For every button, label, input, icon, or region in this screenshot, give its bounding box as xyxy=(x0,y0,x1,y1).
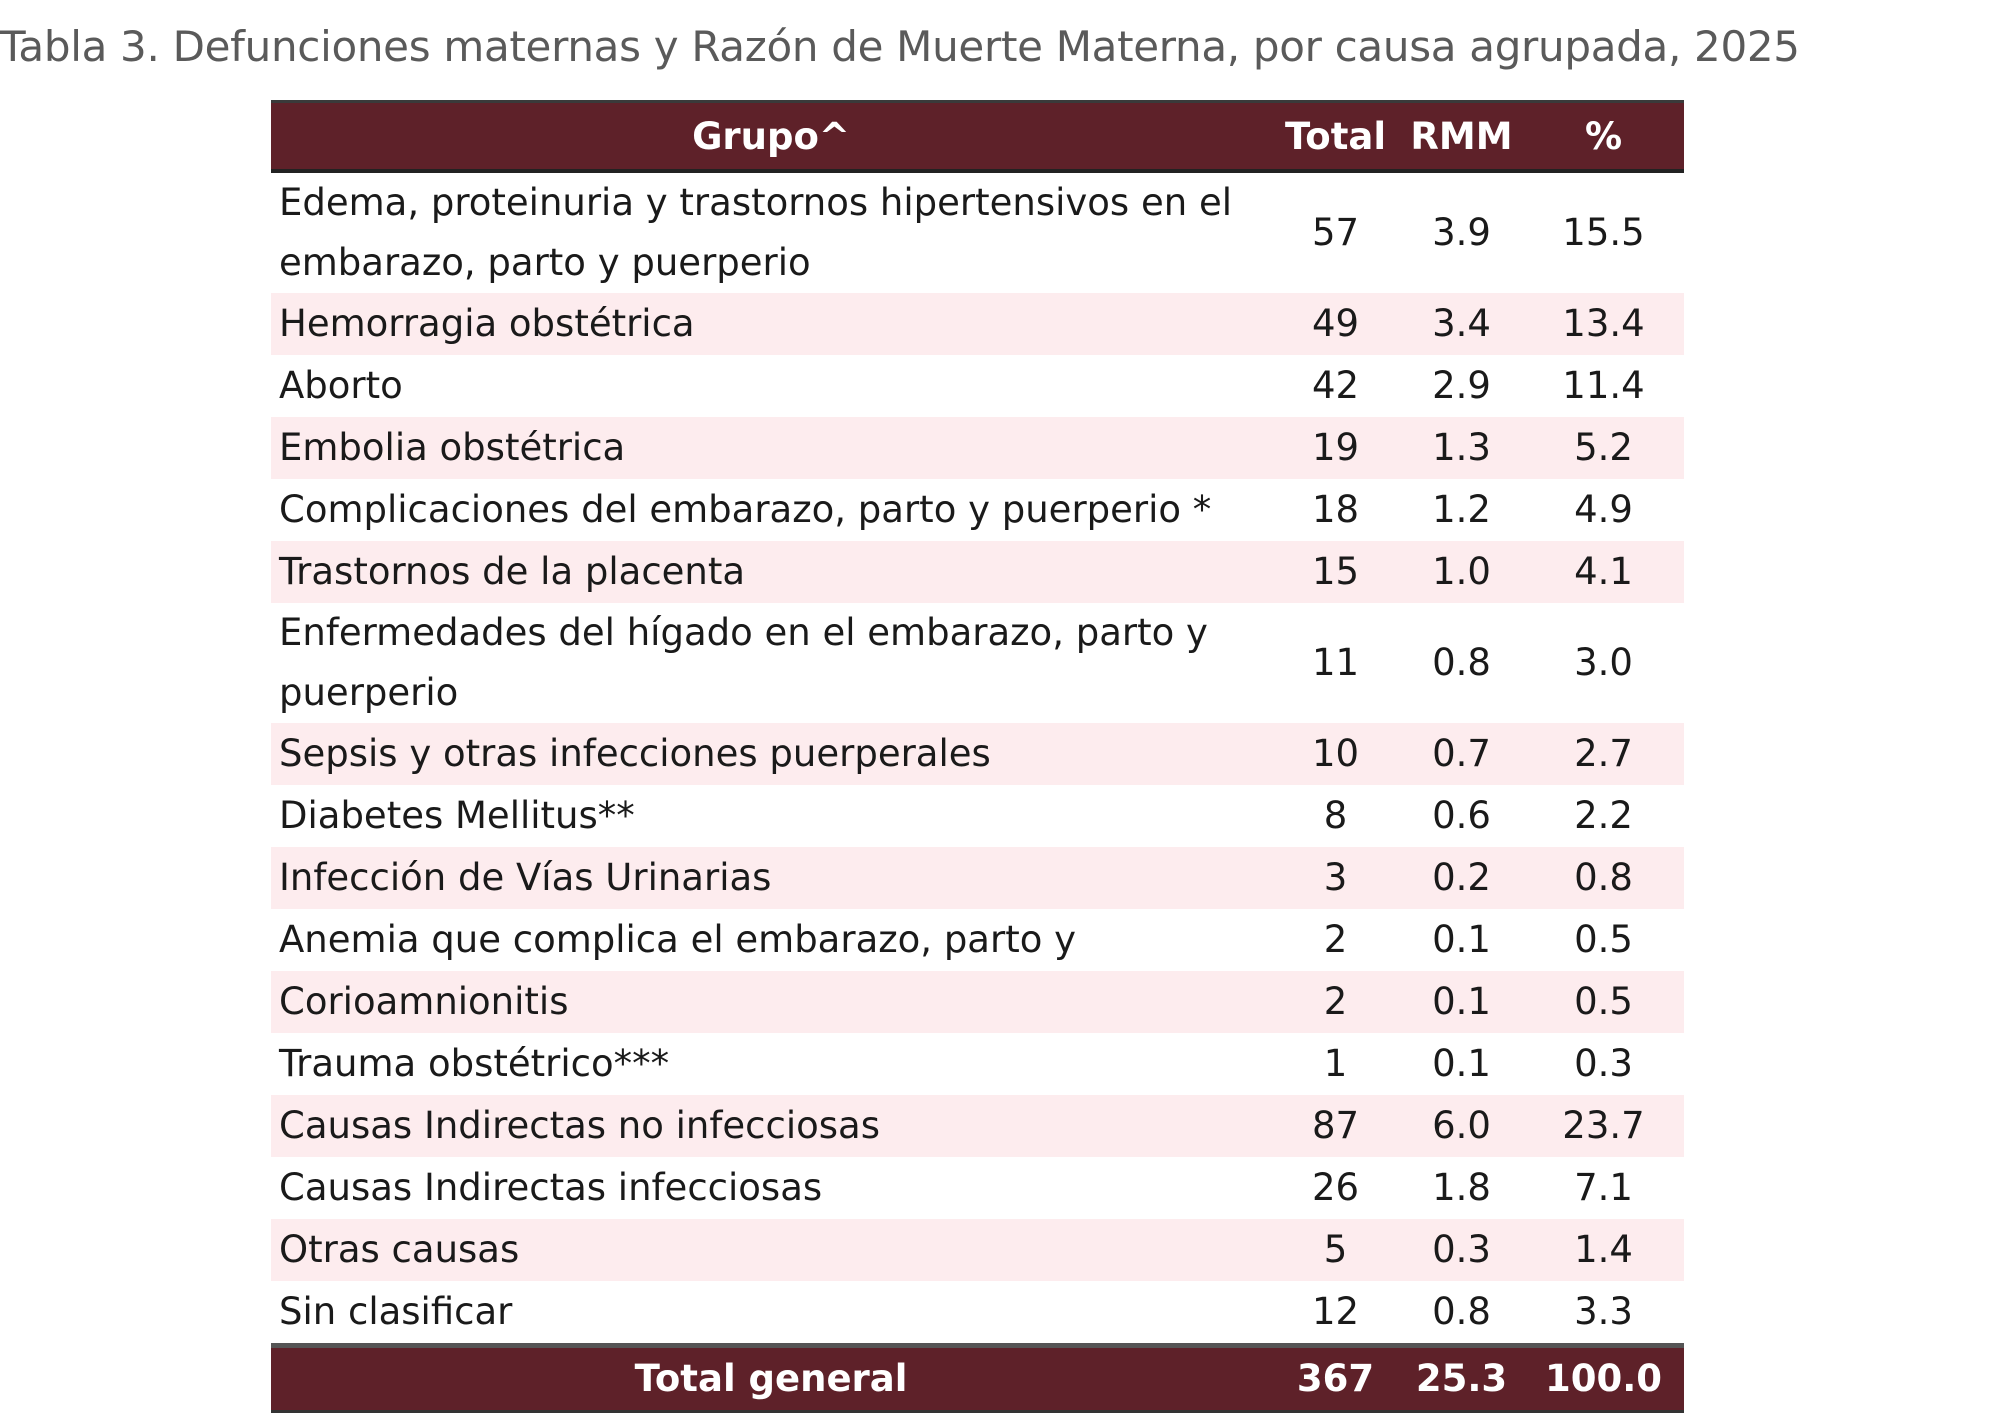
number-cell: 0.3 xyxy=(1400,1219,1523,1281)
number-cell: 4.1 xyxy=(1523,541,1684,603)
table-row: Causas Indirectas no infecciosas 87 6.0 23.… xyxy=(271,1095,1684,1157)
cause-cell: Anemia que complica el embarazo, parto y xyxy=(279,918,1076,961)
number-cell: 49 xyxy=(1271,293,1400,355)
number-cell: 2 xyxy=(1323,918,1348,961)
cause-cell: Hemorragia obstétrica xyxy=(271,293,1271,355)
number-cell: 23.7 xyxy=(1523,1095,1684,1157)
total-label: Total general xyxy=(271,1343,1271,1413)
number-cell: 19 xyxy=(1271,417,1400,479)
number-cell: 0.1 xyxy=(1432,1042,1491,1085)
number-cell: 4.9 xyxy=(1574,488,1633,531)
cause-cell: Infección de Vías Urinarias xyxy=(271,847,1271,909)
cause-cell: Diabetes Mellitus** xyxy=(279,794,635,837)
column-header: RMM xyxy=(1400,100,1523,173)
column-header: Grupo^ xyxy=(271,100,1271,173)
cause-cell: Causas Indirectas infecciosas xyxy=(279,1166,823,1209)
table-row: Corioamnionitis 2 0.1 0.5 xyxy=(271,971,1684,1033)
cause-cell: Sepsis y otras infecciones puerperales xyxy=(271,723,1271,785)
number-cell: 0.8 xyxy=(1432,641,1491,684)
number-cell: 0.8 xyxy=(1523,847,1684,909)
number-cell: 0.1 xyxy=(1432,918,1491,961)
number-cell: 0.3 xyxy=(1574,1042,1633,1085)
number-cell: 18 xyxy=(1311,488,1360,531)
number-cell: 6.0 xyxy=(1400,1095,1523,1157)
cause-cell: Complicaciones del embarazo, parto y pue… xyxy=(279,488,1212,531)
cause-cell: Trauma obstétrico*** xyxy=(279,1042,670,1085)
cause-cell: Embolia obstétrica xyxy=(271,417,1271,479)
number-cell: 15 xyxy=(1271,541,1400,603)
number-cell: 2.7 xyxy=(1523,723,1684,785)
table-row: Anemia que complica el embarazo, parto y… xyxy=(271,909,1684,971)
cause-cell: Aborto xyxy=(279,364,403,407)
number-cell: 1.8 xyxy=(1432,1166,1491,1209)
table-row: Diabetes Mellitus** 8 0.6 2.2 xyxy=(271,785,1684,847)
cause-cell: Otras causas xyxy=(271,1219,1271,1281)
table-title: Tabla 3. Defunciones maternas y Razón de… xyxy=(0,22,1800,71)
header-row: Grupo^ Total RMM% xyxy=(271,100,1684,173)
cause-cell: Enfermedades del hígado en el embarazo, … xyxy=(279,611,1208,714)
page: {"title": "Tabla 3. Defunciones maternas… xyxy=(0,22,1801,1413)
number-cell: 1.0 xyxy=(1400,541,1523,603)
table-row: Causas Indirectas infecciosas 26 1.8 7.1 xyxy=(271,1157,1684,1219)
total-number: 25.3 xyxy=(1400,1343,1523,1413)
cause-cell: Sin clasificar xyxy=(279,1290,513,1333)
number-cell: 0.2 xyxy=(1400,847,1523,909)
number-cell: 0.7 xyxy=(1400,723,1523,785)
number-cell: 15.5 xyxy=(1562,211,1645,254)
number-cell: 12 xyxy=(1311,1290,1360,1333)
number-cell: 87 xyxy=(1271,1095,1400,1157)
number-cell: 10 xyxy=(1271,723,1400,785)
number-cell: 0.8 xyxy=(1432,1290,1491,1333)
cause-cell: Causas Indirectas no infecciosas xyxy=(271,1095,1271,1157)
number-cell: 42 xyxy=(1311,364,1360,407)
number-cell: 0.5 xyxy=(1523,971,1684,1033)
number-cell: 3.3 xyxy=(1574,1290,1633,1333)
table-row: Trastornos de la placenta 15 1.0 4.1 xyxy=(271,541,1684,603)
number-cell: 3.4 xyxy=(1400,293,1523,355)
table-row: Aborto 42 2.9 11.4 xyxy=(271,355,1684,417)
table-row: Infección de Vías Urinarias 3 0.2 0.8 xyxy=(271,847,1684,909)
number-cell: 5 xyxy=(1271,1219,1400,1281)
table: Grupo^ Total RMM% Edema, proteinuria y tra… xyxy=(271,100,1684,1413)
number-cell: 3.9 xyxy=(1432,211,1491,254)
number-cell: 11.4 xyxy=(1562,364,1645,407)
total-row: Total general 367 25.3 100.0 xyxy=(271,1343,1684,1413)
number-cell: 13.4 xyxy=(1523,293,1684,355)
table-row: Sepsis y otras infecciones puerperales 10… xyxy=(271,723,1684,785)
table-row: Hemorragia obstétrica 49 3.4 13.4 xyxy=(271,293,1684,355)
cause-cell: Corioamnionitis xyxy=(271,971,1271,1033)
column-header: % xyxy=(1523,100,1684,173)
table-row: Complicaciones del embarazo, parto y pue… xyxy=(271,479,1684,541)
number-cell: 2.2 xyxy=(1574,794,1633,837)
number-cell: 2 xyxy=(1271,971,1400,1033)
number-cell: 3.0 xyxy=(1574,641,1633,684)
number-cell: 0.5 xyxy=(1574,918,1633,961)
total-number: 367 xyxy=(1271,1343,1400,1413)
total-number: 100.0 xyxy=(1523,1343,1684,1413)
number-cell: 0.6 xyxy=(1432,794,1491,837)
table-row: Enfermedades del hígado en el embarazo, … xyxy=(271,603,1684,723)
number-cell: 1.4 xyxy=(1523,1219,1684,1281)
number-cell: 2.9 xyxy=(1432,364,1491,407)
table-row: Trauma obstétrico*** 1 0.1 0.3 xyxy=(271,1033,1684,1095)
cause-cell: Edema, proteinuria y trastornos hiperten… xyxy=(279,181,1232,284)
number-cell: 57 xyxy=(1311,211,1360,254)
table-row: Sin clasificar 12 0.8 3.3 xyxy=(271,1281,1684,1346)
table-row: Otras causas 5 0.3 1.4 xyxy=(271,1219,1684,1281)
number-cell: 26 xyxy=(1311,1166,1360,1209)
number-cell: 8 xyxy=(1323,794,1348,837)
number-cell: 1.2 xyxy=(1432,488,1491,531)
table-row: Embolia obstétrica 19 1.3 5.2 xyxy=(271,417,1684,479)
number-cell: 1.3 xyxy=(1400,417,1523,479)
number-cell: 5.2 xyxy=(1523,417,1684,479)
number-cell: 3 xyxy=(1271,847,1400,909)
cause-cell: Trastornos de la placenta xyxy=(271,541,1271,603)
column-header: Total xyxy=(1271,100,1400,173)
table-row: Edema, proteinuria y trastornos hiperten… xyxy=(271,171,1684,293)
number-cell: 11 xyxy=(1311,641,1360,684)
number-cell: 7.1 xyxy=(1574,1166,1633,1209)
number-cell: 0.1 xyxy=(1400,971,1523,1033)
number-cell: 1 xyxy=(1323,1042,1348,1085)
